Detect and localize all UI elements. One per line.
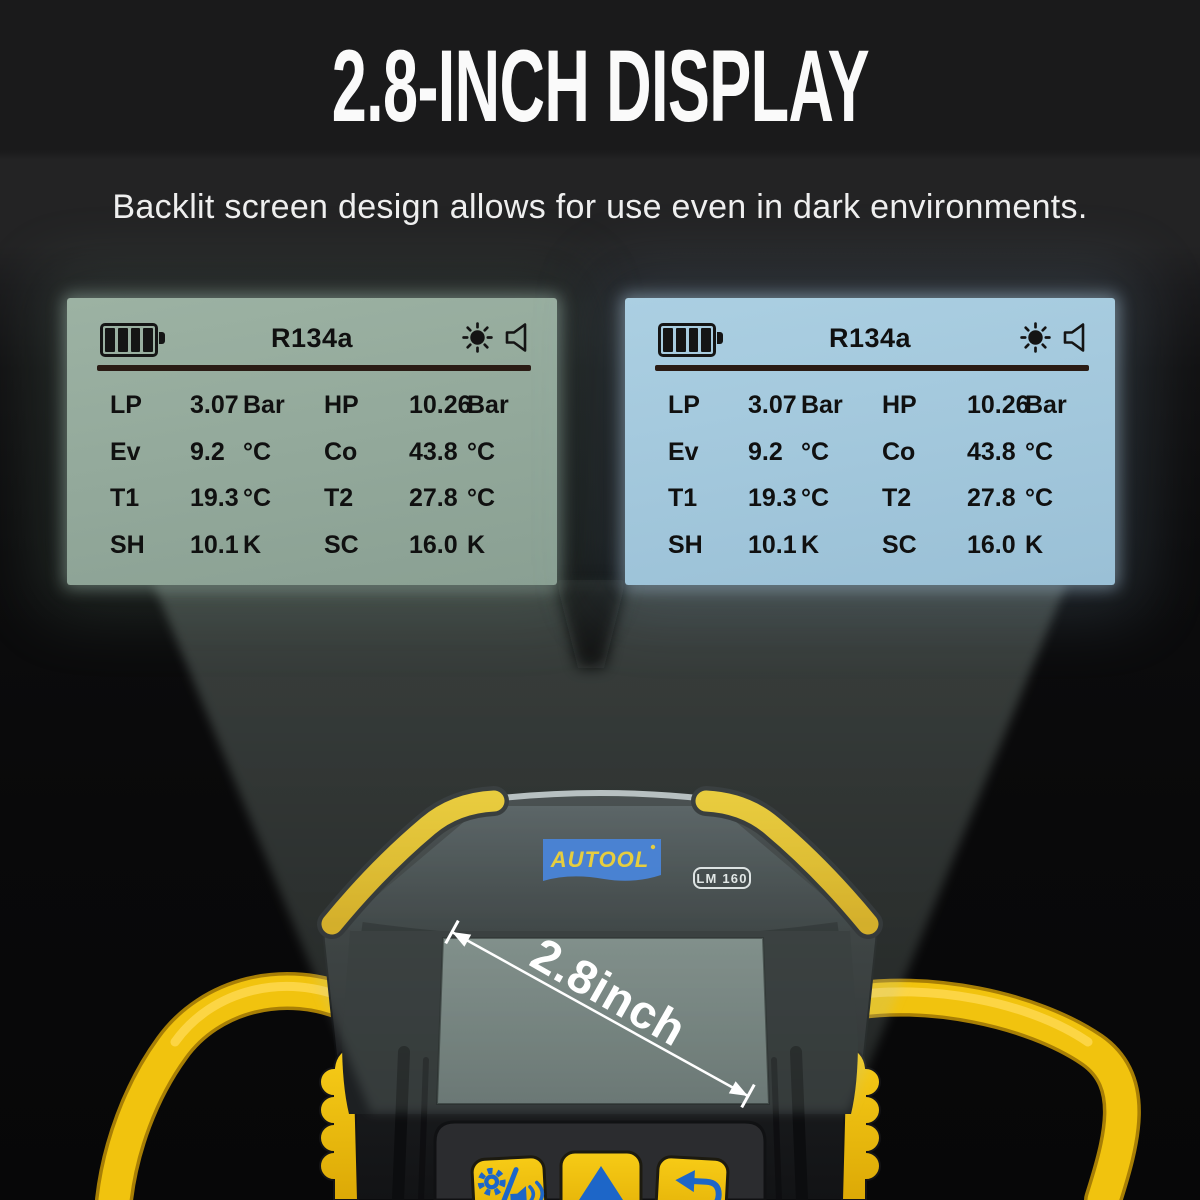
battery-full-icon — [100, 323, 165, 357]
readout-unit: °C — [1025, 484, 1054, 512]
readout-unit: °C — [467, 437, 496, 466]
readout-value: 10.1 — [748, 530, 797, 559]
readout-unit: K — [243, 530, 262, 559]
readout-value: 10.1 — [190, 530, 239, 559]
screen-header: R134a — [67, 320, 557, 358]
back-button — [654, 1155, 730, 1200]
readout-value: 19.3 — [190, 484, 239, 512]
readout-unit: Bar — [467, 391, 509, 419]
right-hose — [829, 978, 1141, 1200]
readout-unit: K — [1025, 530, 1044, 559]
readout-value: 43.8 — [967, 437, 1016, 466]
refrigerant-label: R134a — [270, 323, 354, 353]
readout-value: 27.8 — [409, 484, 458, 512]
readout-label: T2 — [324, 484, 354, 512]
readout-label: Co — [882, 437, 916, 466]
readout-unit: °C — [467, 484, 496, 512]
readout-label: SH — [668, 530, 703, 559]
readout-label: SH — [110, 530, 145, 559]
readout-value: 19.3 — [748, 484, 797, 512]
left-hose — [95, 972, 371, 1200]
readout-label: LP — [110, 391, 142, 419]
screen-divider — [655, 365, 1089, 371]
readout-label: T2 — [882, 484, 912, 512]
refrigerant-label: R134a — [828, 323, 912, 353]
readout-unit: °C — [801, 484, 830, 512]
readout-unit: °C — [243, 437, 272, 466]
readout-label: Co — [324, 437, 358, 466]
readout-value: 43.8 — [409, 437, 458, 466]
left-backlit-display: R134a LP 3.07 Bar HP 10.26 Bar E — [67, 298, 557, 585]
page-subtitle: Backlit screen design allows for use eve… — [112, 188, 1088, 226]
readout-label: HP — [324, 391, 359, 419]
screen-header: R134a — [625, 320, 1115, 358]
speaker-icon — [505, 323, 527, 352]
readout-table: LP 3.07 Bar HP 10.26 Bar Ev 9.2 °C Co 43.8 °C T1 19… — [625, 382, 1115, 568]
settings-mute-icon — [477, 1167, 545, 1200]
readout-value: 16.0 — [409, 530, 458, 559]
speaker-icon — [1063, 323, 1085, 352]
readout-unit: Bar — [243, 391, 285, 419]
up-button — [559, 1150, 643, 1200]
readout-label: SC — [882, 530, 917, 559]
readout-unit: °C — [243, 484, 272, 512]
readout-value: 9.2 — [190, 437, 225, 466]
readout-unit: Bar — [801, 391, 843, 419]
readout-unit: °C — [1025, 437, 1054, 466]
right-backlit-display: R134a LP 3.07 Bar HP 10.26 Bar E — [625, 298, 1115, 585]
backlight-beam — [153, 583, 1067, 1113]
readout-value: 10.26 — [967, 391, 1030, 419]
brightness-sun-icon — [462, 322, 493, 353]
readout-table: LP 3.07 Bar HP 10.26 Bar Ev 9.2 °C Co 43.8 °C T1 19… — [67, 382, 557, 568]
readout-value: 27.8 — [967, 484, 1016, 512]
readout-unit: Bar — [1025, 391, 1067, 419]
readout-label: T1 — [668, 484, 698, 512]
readout-value: 16.0 — [967, 530, 1016, 559]
readout-label: Ev — [668, 437, 699, 466]
readout-value: 9.2 — [748, 437, 783, 466]
back-return-icon — [675, 1170, 722, 1200]
brightness-sun-icon — [1020, 322, 1051, 353]
page-title: 2.8-INCH DISPLAY — [331, 29, 869, 144]
readout-value: 3.07 — [190, 391, 239, 419]
readout-label: HP — [882, 391, 917, 419]
readout-label: SC — [324, 530, 359, 559]
readout-unit: K — [801, 530, 820, 559]
readout-unit: K — [467, 530, 486, 559]
readout-label: Ev — [110, 437, 141, 466]
settings-mute-button — [470, 1155, 548, 1200]
readout-label: LP — [668, 391, 700, 419]
readout-value: 3.07 — [748, 391, 797, 419]
up-triangle-icon — [579, 1166, 623, 1200]
readout-value: 10.26 — [409, 391, 472, 419]
beam-center-notch — [556, 580, 626, 668]
headline-wrap: 2.8-INCH DISPLAY — [0, 28, 1200, 143]
screen-divider — [97, 365, 531, 371]
readout-unit: °C — [801, 437, 830, 466]
battery-full-icon — [658, 323, 723, 357]
readout-label: T1 — [110, 484, 140, 512]
